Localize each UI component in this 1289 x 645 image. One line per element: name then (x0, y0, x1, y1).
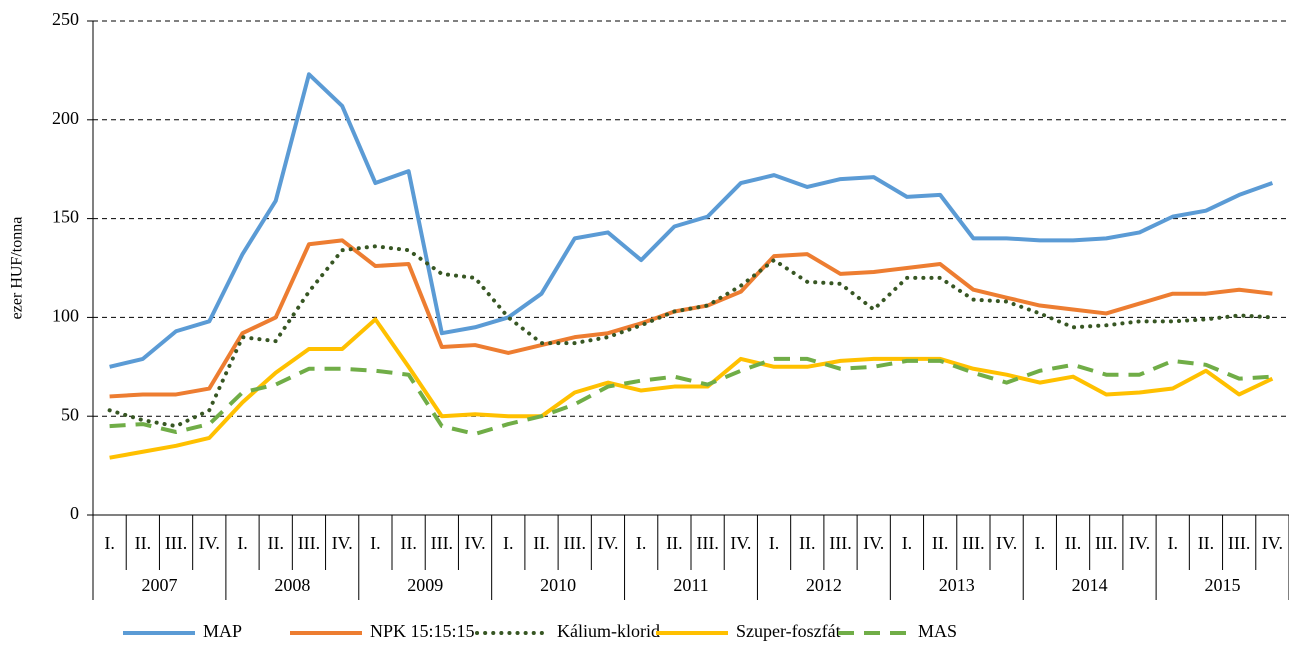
series-line (109, 238, 1273, 399)
x-tick-label: IV. (730, 533, 751, 553)
x-tick-label: III. (431, 533, 453, 553)
y-tick-label: 250 (52, 9, 79, 29)
group-label: 2010 (540, 575, 576, 595)
y-tick-label: 0 (70, 503, 79, 523)
x-tick-label: II. (1198, 533, 1215, 553)
x-tick-label: III. (563, 533, 585, 553)
group-label: 2014 (1072, 575, 1108, 595)
legend-label: MAS (918, 621, 957, 641)
x-tick-label: III. (962, 533, 984, 553)
x-tick-label: II. (1065, 533, 1082, 553)
y-tick-label: 100 (52, 306, 79, 326)
group-label: 2009 (407, 575, 443, 595)
y-tick-label: 50 (61, 404, 79, 424)
legend-label: Szuper-foszfát (736, 621, 841, 641)
series-line (109, 72, 1274, 369)
x-tick-label: IV. (199, 533, 220, 553)
x-tick-label: III. (298, 533, 320, 553)
x-tick-label: I. (636, 533, 647, 553)
x-tick-label: III. (1095, 533, 1117, 553)
y-tick-label: 150 (52, 207, 79, 227)
x-tick-label: II. (400, 533, 417, 553)
x-tick-label: II. (135, 533, 152, 553)
x-tick-label: IV. (332, 533, 353, 553)
x-tick-label: II. (666, 533, 683, 553)
y-tick-label: 200 (52, 108, 79, 128)
x-tick-label: IV. (1262, 533, 1283, 553)
x-tick-label: III. (696, 533, 718, 553)
x-tick-label: I. (104, 533, 115, 553)
x-tick-label: I. (237, 533, 248, 553)
group-label: 2015 (1205, 575, 1241, 595)
x-tick-label: I. (1167, 533, 1178, 553)
series-line (109, 317, 1274, 460)
group-label: 2013 (939, 575, 975, 595)
y-axis-label: ezer HUF/tonna (9, 217, 26, 320)
x-tick-label: IV. (597, 533, 618, 553)
group-label: 2011 (673, 575, 708, 595)
x-tick-label: II. (932, 533, 949, 553)
x-tick-label: IV. (464, 533, 485, 553)
x-tick-label: I. (769, 533, 780, 553)
legend-label: NPK 15:15:15 (370, 621, 475, 641)
x-tick-label: III. (165, 533, 187, 553)
group-label: 2012 (806, 575, 842, 595)
x-tick-label: I. (902, 533, 913, 553)
x-tick-label: I. (370, 533, 381, 553)
x-tick-label: II. (267, 533, 284, 553)
x-tick-label: III. (829, 533, 851, 553)
legend-label: Kálium-klorid (557, 621, 660, 641)
x-tick-label: I. (1035, 533, 1046, 553)
series-line (107, 244, 1275, 429)
series-line (109, 356, 1273, 436)
x-tick-label: I. (503, 533, 514, 553)
group-label: 2007 (141, 575, 177, 595)
x-tick-label: III. (1228, 533, 1250, 553)
x-tick-label: IV. (1129, 533, 1150, 553)
x-tick-label: II. (533, 533, 550, 553)
x-tick-label: IV. (996, 533, 1017, 553)
x-tick-label: II. (799, 533, 816, 553)
legend-label: MAP (203, 621, 242, 641)
group-label: 2008 (274, 575, 310, 595)
x-tick-label: IV. (863, 533, 884, 553)
